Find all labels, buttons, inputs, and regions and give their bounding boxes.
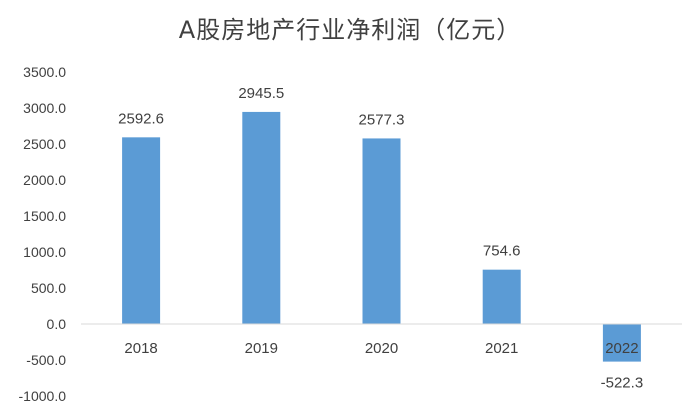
- y-tick-label-4: 1500.0: [23, 208, 66, 224]
- y-tick-label-3: 2000.0: [23, 172, 66, 188]
- y-tick-label-1: 3000.0: [23, 100, 66, 116]
- data-label-2022: -522.3: [601, 375, 644, 392]
- data-label-2020: 2577.3: [359, 111, 405, 128]
- data-label-2021: 754.6: [483, 243, 521, 260]
- bar-2022: [602, 324, 641, 362]
- x-tick-label-2021: 2021: [485, 340, 518, 357]
- y-tick-label-6: 500.0: [31, 280, 66, 296]
- y-tick-label-5: 1000.0: [23, 244, 66, 260]
- bar-2018: [122, 137, 161, 324]
- y-tick-label-7: 0.0: [47, 316, 67, 332]
- x-tick-label-2019: 2019: [245, 340, 278, 357]
- data-label-2018: 2592.6: [118, 110, 164, 127]
- x-tick-label-2020: 2020: [365, 340, 398, 357]
- bar-2020: [362, 138, 401, 324]
- chart-title: A股房地产行业净利润（亿元）: [178, 16, 522, 44]
- x-tick-label-2018: 2018: [124, 340, 157, 357]
- data-label-2019: 2945.5: [238, 85, 284, 102]
- bar-2021: [482, 269, 521, 324]
- x-tick-label-2022: 2022: [605, 340, 638, 357]
- y-tick-label-8: -500.0: [26, 352, 66, 368]
- y-tick-label-9: -1000.0: [19, 388, 67, 404]
- y-tick-label-2: 2500.0: [23, 136, 66, 152]
- y-tick-label-0: 3500.0: [23, 64, 66, 80]
- bar-2019: [242, 111, 281, 324]
